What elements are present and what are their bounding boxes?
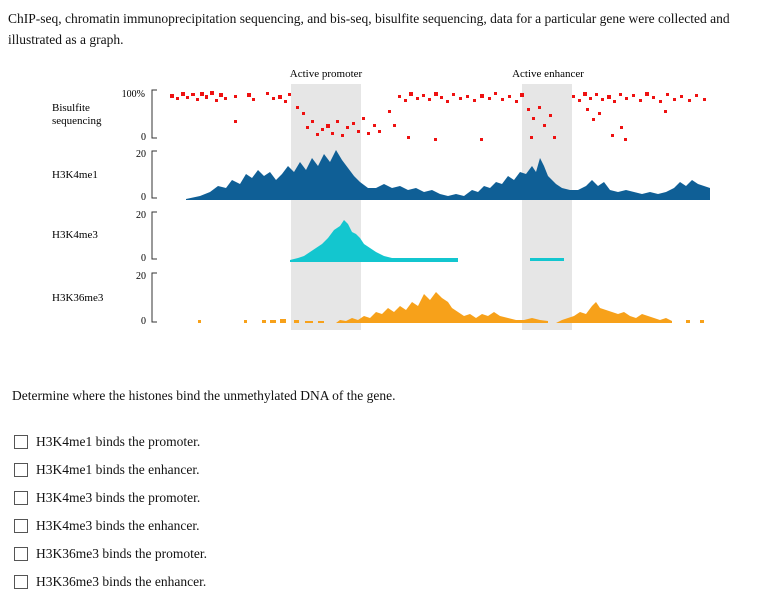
enhancer-region xyxy=(522,84,572,330)
axis-bracket-bisulfite xyxy=(151,89,157,139)
option-h3k4me1-enhancer[interactable]: H3K4me1 binds the enhancer. xyxy=(14,456,207,484)
axis-top-h3k4me3: 20 xyxy=(136,210,146,221)
answer-options: H3K4me1 binds the promoter. H3K4me1 bind… xyxy=(14,428,207,596)
h3k4me3-signal xyxy=(290,220,458,262)
track-label-bisulfite-1: Bisulfite xyxy=(52,102,90,114)
genome-track-svg: Active promoter Active enhancer Bisulfit… xyxy=(52,68,710,330)
option-label: H3K4me1 binds the promoter. xyxy=(36,434,201,449)
option-label: H3K36me3 binds the enhancer. xyxy=(36,574,207,589)
checkbox[interactable] xyxy=(14,575,28,589)
question-intro: ChIP-seq, chromatin immunoprecipitation … xyxy=(8,11,730,47)
bisulfite-dots xyxy=(170,91,706,141)
enhancer-region-label: Active enhancer xyxy=(512,68,584,80)
axis-top-h3k36me3: 20 xyxy=(136,271,146,282)
axis-bracket-h3k4me1 xyxy=(151,150,157,199)
checkbox[interactable] xyxy=(14,435,28,449)
track-label-bisulfite-2: sequencing xyxy=(52,115,102,127)
option-label: H3K36me3 binds the promoter. xyxy=(36,546,207,561)
h3k4me3-enhancer-mark xyxy=(530,258,564,261)
option-label: H3K4me1 binds the enhancer. xyxy=(36,462,200,477)
h3k36me3-signal xyxy=(198,292,704,323)
checkbox[interactable] xyxy=(14,463,28,477)
option-h3k4me1-promoter[interactable]: H3K4me1 binds the promoter. xyxy=(14,428,207,456)
option-h3k4me3-enhancer[interactable]: H3K4me3 binds the enhancer. xyxy=(14,512,207,540)
axis-top-bisulfite: 100% xyxy=(122,89,145,100)
promoter-region-label: Active promoter xyxy=(290,68,363,80)
track-label-h3k4me3: H3K4me3 xyxy=(52,229,98,241)
track-label-h3k4me1: H3K4me1 xyxy=(52,169,98,181)
option-label: H3K4me3 binds the promoter. xyxy=(36,490,201,505)
checkbox[interactable] xyxy=(14,547,28,561)
checkbox[interactable] xyxy=(14,491,28,505)
question-prompt: Determine where the histones bind the un… xyxy=(12,388,396,403)
checkbox[interactable] xyxy=(14,519,28,533)
option-label: H3K4me3 binds the enhancer. xyxy=(36,518,200,533)
genome-track-figure: Active promoter Active enhancer Bisulfit… xyxy=(0,62,780,342)
axis-bracket-h3k36me3 xyxy=(151,272,157,323)
axis-bottom-bisulfite: 0 xyxy=(141,132,146,143)
axis-bottom-h3k4me1: 0 xyxy=(141,192,146,203)
option-h3k36me3-enhancer[interactable]: H3K36me3 binds the enhancer. xyxy=(14,568,207,596)
option-h3k4me3-promoter[interactable]: H3K4me3 binds the promoter. xyxy=(14,484,207,512)
track-label-h3k36me3: H3K36me3 xyxy=(52,292,104,304)
axis-bottom-h3k4me3: 0 xyxy=(141,253,146,264)
axis-bracket-h3k4me3 xyxy=(151,211,157,260)
axis-bottom-h3k36me3: 0 xyxy=(141,316,146,327)
option-h3k36me3-promoter[interactable]: H3K36me3 binds the promoter. xyxy=(14,540,207,568)
h3k4me1-signal xyxy=(186,150,710,200)
axis-top-h3k4me1: 20 xyxy=(136,149,146,160)
promoter-region xyxy=(291,84,361,330)
